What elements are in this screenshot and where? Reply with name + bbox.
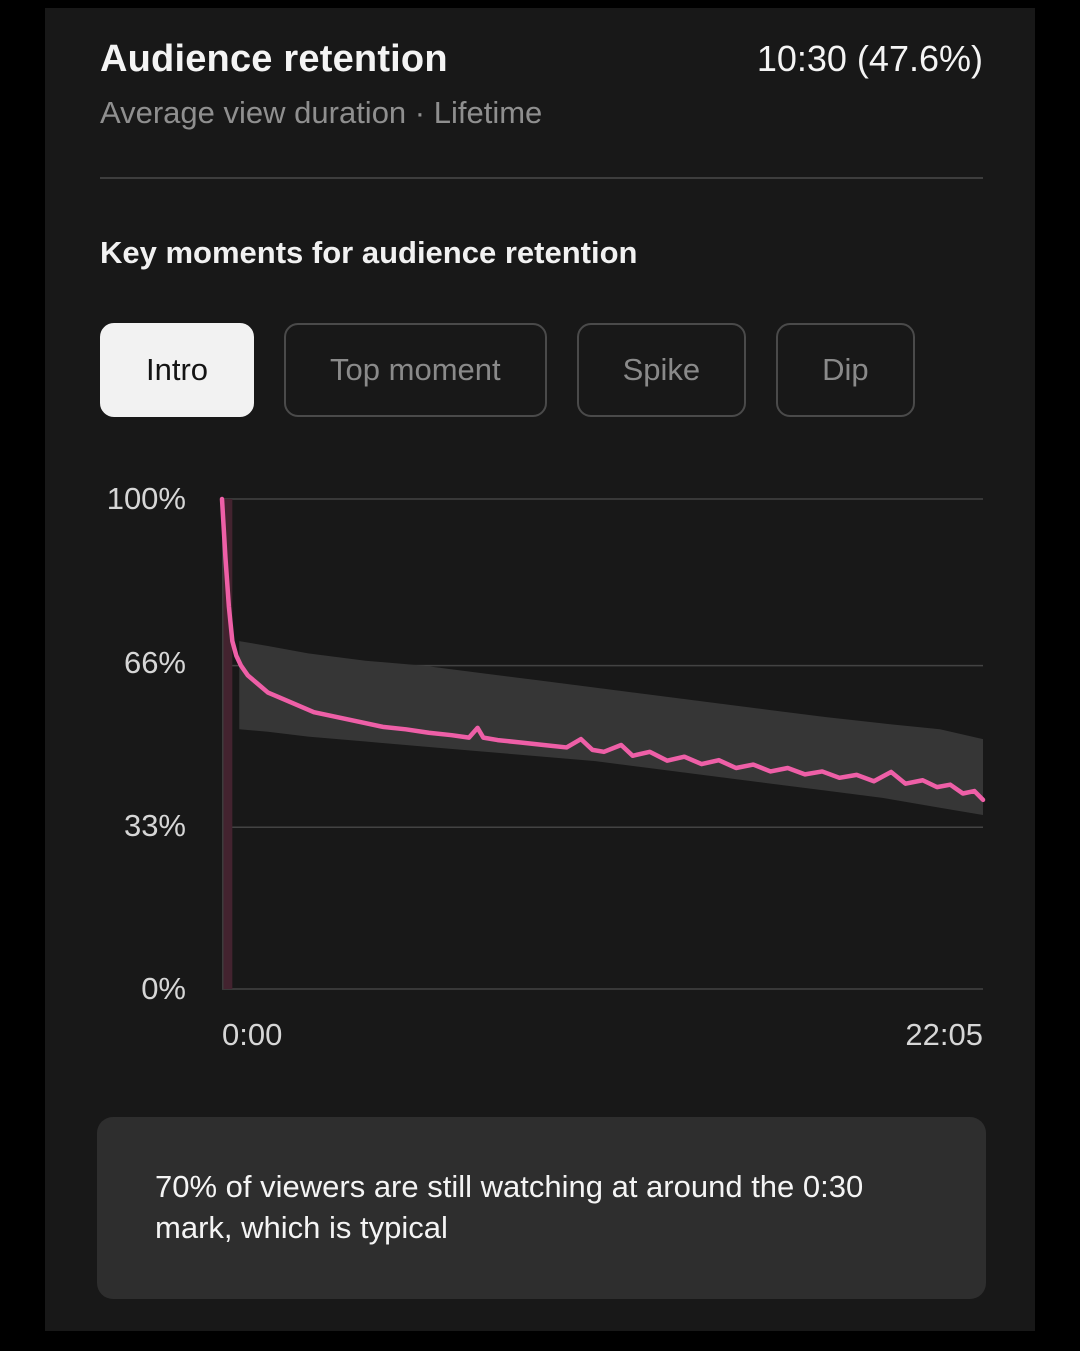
retention-line [219, 496, 986, 803]
insight-callout-card: 70% of viewers are still watching at aro… [97, 1117, 986, 1299]
typical-range-band [239, 641, 983, 816]
panel-subtitle: Average view duration · Lifetime [100, 95, 543, 130]
y-tick-33: 33% [123, 808, 186, 844]
y-tick-100: 100% [106, 481, 186, 516]
key-moments-heading: Key moments for audience retention [100, 235, 638, 270]
panel-title: Audience retention [100, 38, 448, 80]
x-tick-start: 0:00 [222, 1017, 283, 1052]
panel-header: Audience retention 10:30 (47.6%) [100, 38, 983, 81]
chart-y-axis: 100% 66% 33% 0% [100, 481, 222, 1006]
retention-chart-block: 100% 66% 33% 0% 0:00 22:05 [100, 481, 986, 1053]
chip-intro[interactable]: Intro [100, 323, 255, 417]
audience-retention-panel: Audience retention 10:30 (47.6%) Average… [45, 8, 1035, 1331]
key-moment-chips: Intro Top moment Spike Dip [100, 323, 983, 417]
retention-plot-area[interactable] [219, 496, 986, 990]
chart-x-axis: 0:00 22:05 [222, 1017, 983, 1053]
chip-dip[interactable]: Dip [776, 323, 915, 417]
chip-spike[interactable]: Spike [576, 323, 747, 417]
y-tick-0: 0% [141, 971, 186, 1006]
section-divider [100, 177, 983, 179]
retention-chart[interactable] [219, 496, 986, 990]
y-tick-66: 66% [123, 644, 186, 680]
intro-highlight-region [222, 499, 233, 989]
insight-callout-text: 70% of viewers are still watching at aro… [155, 1169, 864, 1245]
chip-top-moment[interactable]: Top moment [284, 323, 547, 417]
average-view-duration-value: 10:30 (47.6%) [756, 38, 983, 79]
x-tick-end: 22:05 [905, 1017, 983, 1052]
